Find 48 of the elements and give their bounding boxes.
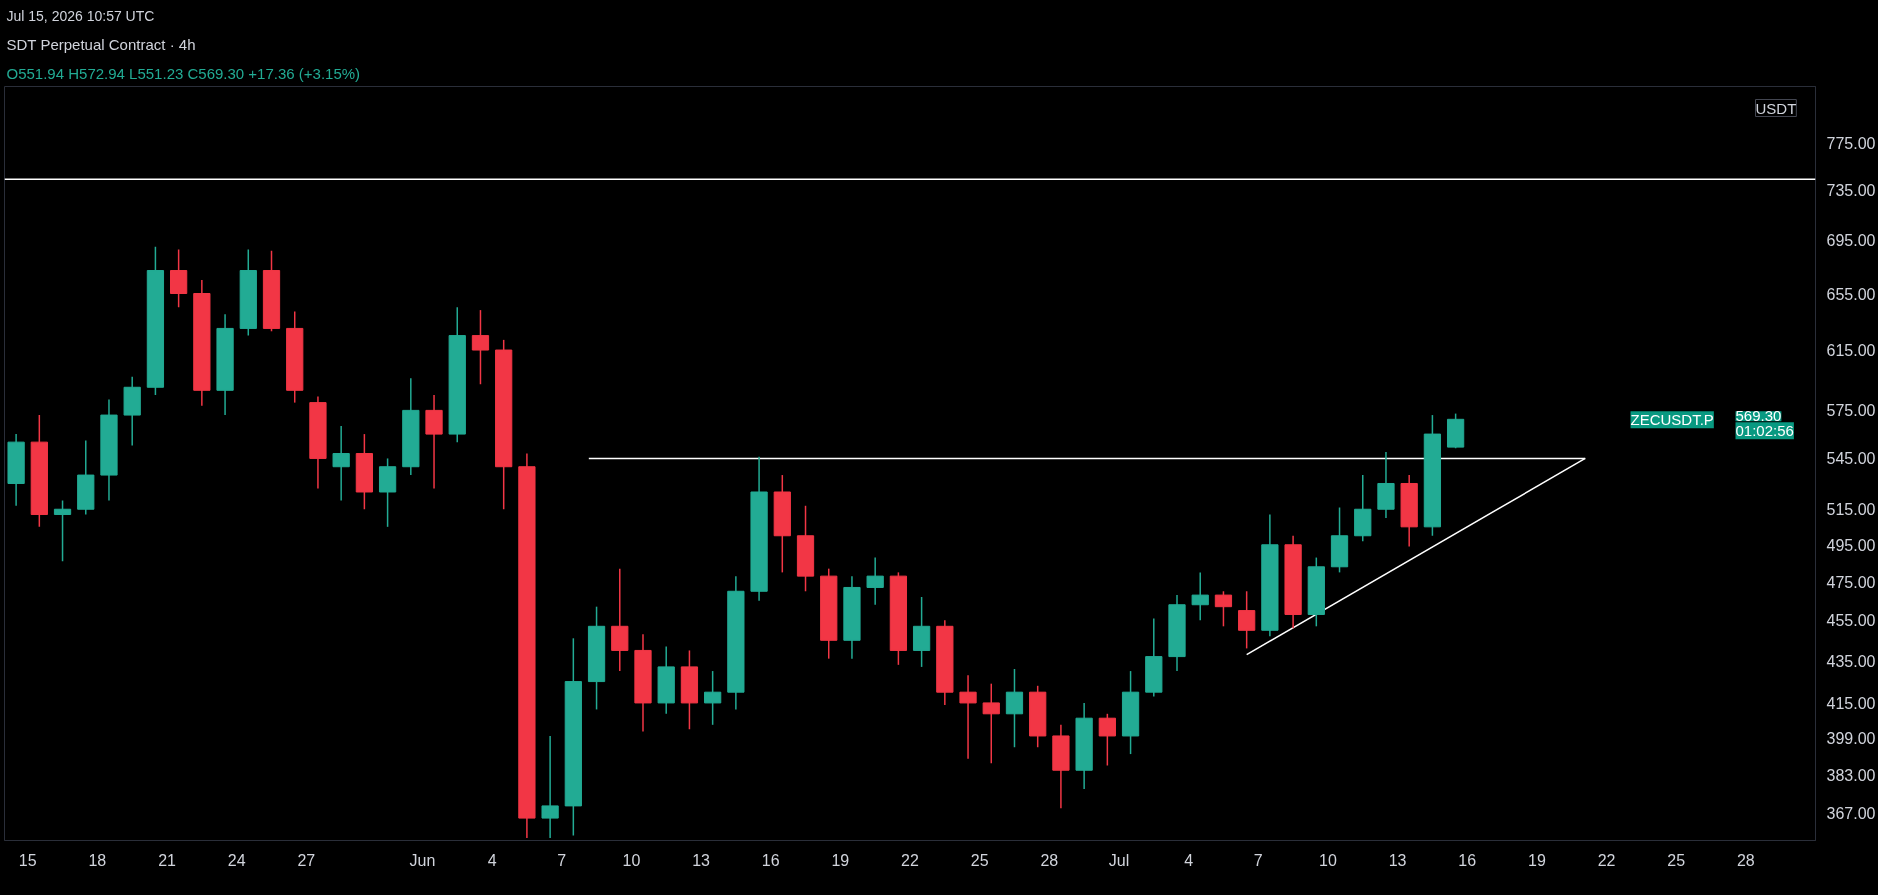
x-tick-label: Jun — [409, 851, 436, 869]
y-tick-label: 545.00 — [1826, 450, 1876, 468]
y-tick-label: 455.00 — [1826, 612, 1876, 630]
chart-subtitle: O551.94 H572.94 L551.23 C569.30 +17.36 (+3.15%) — [6, 64, 361, 82]
y-tick-label: 475.00 — [1826, 573, 1876, 591]
x-tick-label: 22 — [1597, 851, 1616, 869]
y-axis-title: USDT — [1755, 99, 1797, 117]
x-tick-label: 7 — [557, 851, 567, 869]
x-tick-label: 19 — [1527, 851, 1546, 869]
y-tick-label: 383.00 — [1826, 766, 1876, 784]
y-tick-label: 415.00 — [1826, 694, 1876, 712]
x-tick-label: 10 — [622, 851, 641, 869]
annotation: ZECUSDT.P — [1630, 411, 1714, 429]
x-tick-label: 4 — [487, 851, 497, 869]
x-tick-label: 19 — [831, 851, 850, 869]
x-tick-label: 28 — [1736, 851, 1755, 869]
y-tick-label: 435.00 — [1826, 652, 1876, 670]
x-tick-label: 4 — [1184, 851, 1194, 869]
x-tick-label: 21 — [158, 851, 177, 869]
x-tick-label: 13 — [1388, 851, 1407, 869]
y-tick-label: 695.00 — [1826, 232, 1876, 250]
y-tick-label: 399.00 — [1826, 730, 1876, 748]
x-tick-label: 10 — [1319, 851, 1337, 869]
x-tick-label: 25 — [970, 851, 989, 869]
x-tick-label: 24 — [227, 851, 246, 869]
x-tick-label: 7 — [1253, 851, 1263, 869]
y-tick-label: 515.00 — [1826, 501, 1876, 519]
x-tick-label: 18 — [88, 851, 107, 869]
y-tick-label: 495.00 — [1826, 536, 1876, 554]
x-tick-label: 28 — [1040, 851, 1059, 869]
y-tick-label: 367.00 — [1826, 805, 1876, 823]
x-tick-label: 25 — [1667, 851, 1686, 869]
y-tick-label: 615.00 — [1826, 342, 1876, 360]
chart-title: SDT Perpetual Contract · 4h — [6, 35, 196, 53]
x-tick-label: 13 — [692, 851, 711, 869]
y-tick-label: 775.00 — [1826, 134, 1876, 152]
y-tick-label: 735.00 — [1826, 182, 1876, 200]
x-tick-label: Jul — [1108, 851, 1130, 869]
y-tick-label: 655.00 — [1826, 285, 1876, 303]
x-tick-label: 27 — [297, 851, 316, 869]
x-tick-label: 16 — [1458, 851, 1477, 869]
y-tick-label: 575.00 — [1826, 402, 1876, 420]
x-tick-label: 16 — [761, 851, 780, 869]
annotation: 569.30 — [1735, 407, 1782, 425]
annotation: 01:02:56 — [1735, 422, 1794, 440]
text: Jul 15, 2026 10:57 UTC — [6, 7, 155, 24]
x-tick-label: 15 — [18, 851, 37, 869]
x-tick-label: 22 — [901, 851, 919, 869]
